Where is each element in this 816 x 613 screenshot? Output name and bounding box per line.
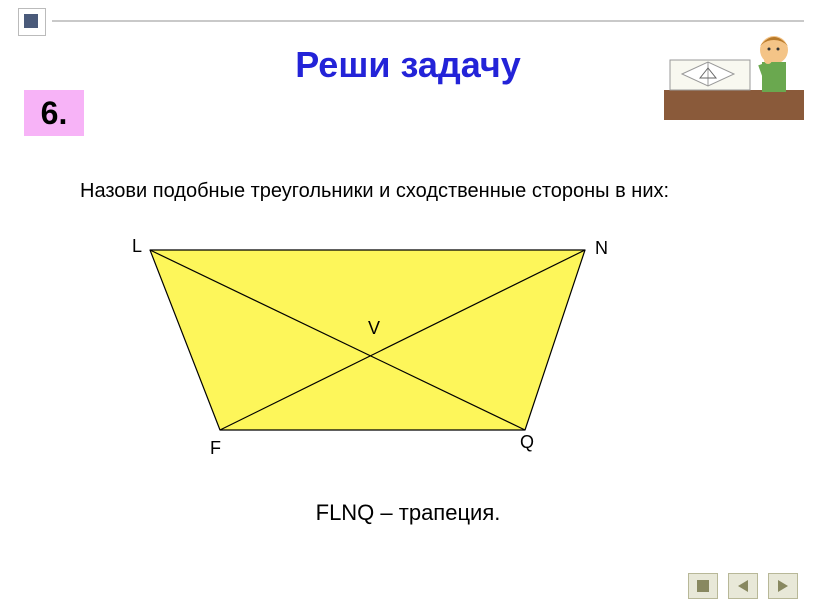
instruction-text: Назови подобные треугольники и сходствен… (80, 180, 669, 203)
figure-caption: FLNQ – трапеция. (0, 500, 816, 526)
nav-next-button[interactable] (768, 573, 798, 599)
nav-home-button[interactable] (688, 573, 718, 599)
problem-number: 6. (24, 90, 84, 136)
geometry-figure: L N V F Q (90, 220, 650, 470)
vertex-N: N (595, 238, 608, 259)
nav-prev-button[interactable] (728, 573, 758, 599)
character-illustration (664, 12, 804, 120)
corner-accent (18, 8, 46, 36)
vertex-L: L (132, 236, 142, 257)
vertex-Q: Q (520, 432, 534, 453)
nav-buttons (688, 573, 798, 599)
vertex-F: F (210, 438, 221, 459)
vertex-V: V (368, 318, 380, 339)
